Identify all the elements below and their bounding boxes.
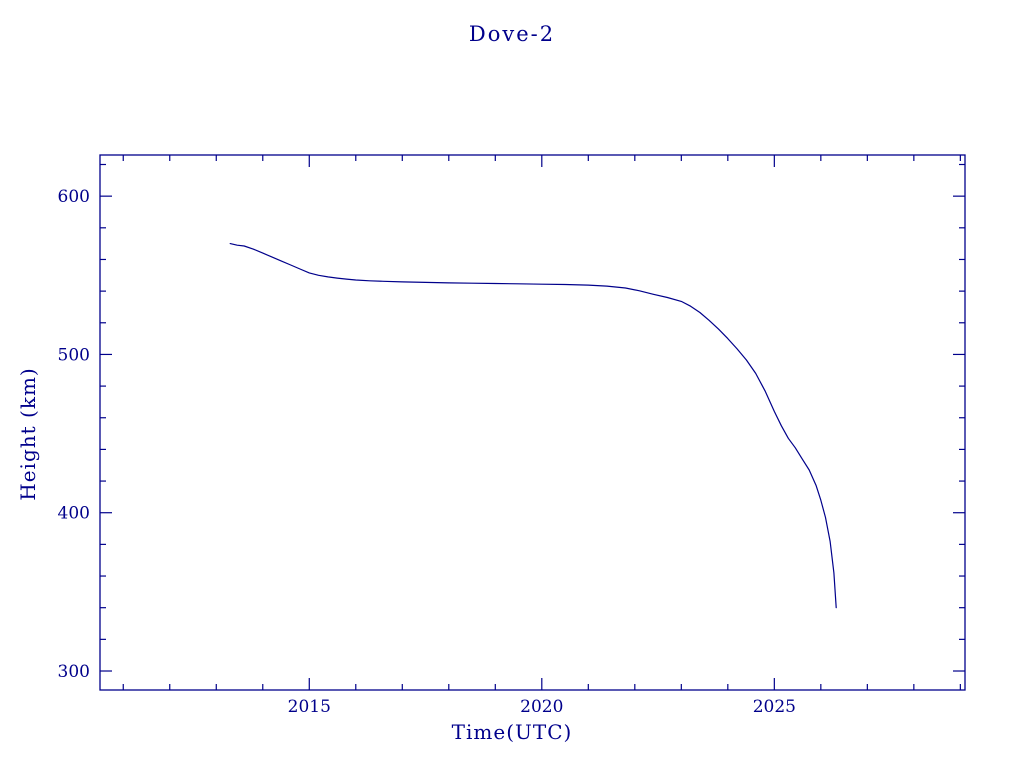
y-tick-label: 600 xyxy=(58,187,90,207)
y-tick-label: 300 xyxy=(58,662,90,682)
y-tick-label: 500 xyxy=(58,345,90,365)
chart-title: Dove-2 xyxy=(468,22,556,46)
x-axis-label: Time(UTC) xyxy=(451,720,573,744)
x-tick-label: 2020 xyxy=(520,697,563,717)
height-curve xyxy=(229,243,837,609)
y-tick-label: 400 xyxy=(58,504,90,524)
plot-frame xyxy=(99,154,966,691)
x-tick-label: 2015 xyxy=(288,697,331,717)
x-tick-label: 2025 xyxy=(753,697,796,717)
